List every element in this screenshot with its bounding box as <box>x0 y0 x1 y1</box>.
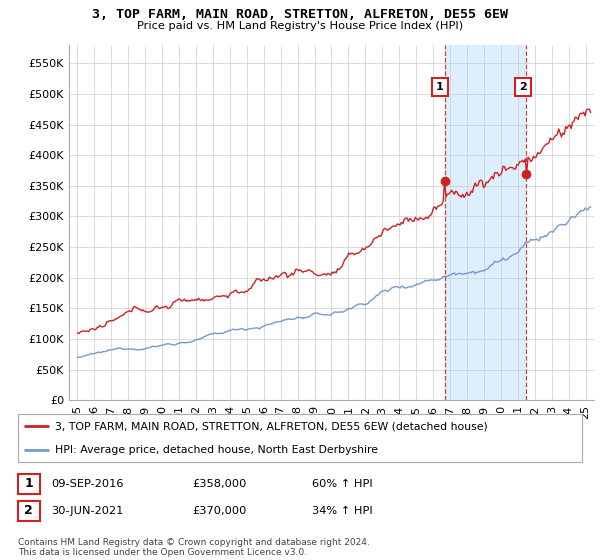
Text: 34% ↑ HPI: 34% ↑ HPI <box>312 506 373 516</box>
Text: 09-SEP-2016: 09-SEP-2016 <box>51 479 124 489</box>
Text: 30-JUN-2021: 30-JUN-2021 <box>51 506 124 516</box>
Bar <box>445 45 526 400</box>
Text: 3, TOP FARM, MAIN ROAD, STRETTON, ALFRETON, DE55 6EW (detached house): 3, TOP FARM, MAIN ROAD, STRETTON, ALFRET… <box>55 421 487 431</box>
Text: £358,000: £358,000 <box>192 479 247 489</box>
Text: 2: 2 <box>519 82 527 92</box>
Text: £370,000: £370,000 <box>192 506 247 516</box>
Text: 3, TOP FARM, MAIN ROAD, STRETTON, ALFRETON, DE55 6EW: 3, TOP FARM, MAIN ROAD, STRETTON, ALFRET… <box>92 8 508 21</box>
Text: Contains HM Land Registry data © Crown copyright and database right 2024.
This d: Contains HM Land Registry data © Crown c… <box>18 538 370 557</box>
Text: 60% ↑ HPI: 60% ↑ HPI <box>312 479 373 489</box>
Text: 1: 1 <box>436 82 444 92</box>
Text: HPI: Average price, detached house, North East Derbyshire: HPI: Average price, detached house, Nort… <box>55 445 377 455</box>
Text: 1: 1 <box>25 477 33 491</box>
Text: 2: 2 <box>25 504 33 517</box>
Text: Price paid vs. HM Land Registry's House Price Index (HPI): Price paid vs. HM Land Registry's House … <box>137 21 463 31</box>
